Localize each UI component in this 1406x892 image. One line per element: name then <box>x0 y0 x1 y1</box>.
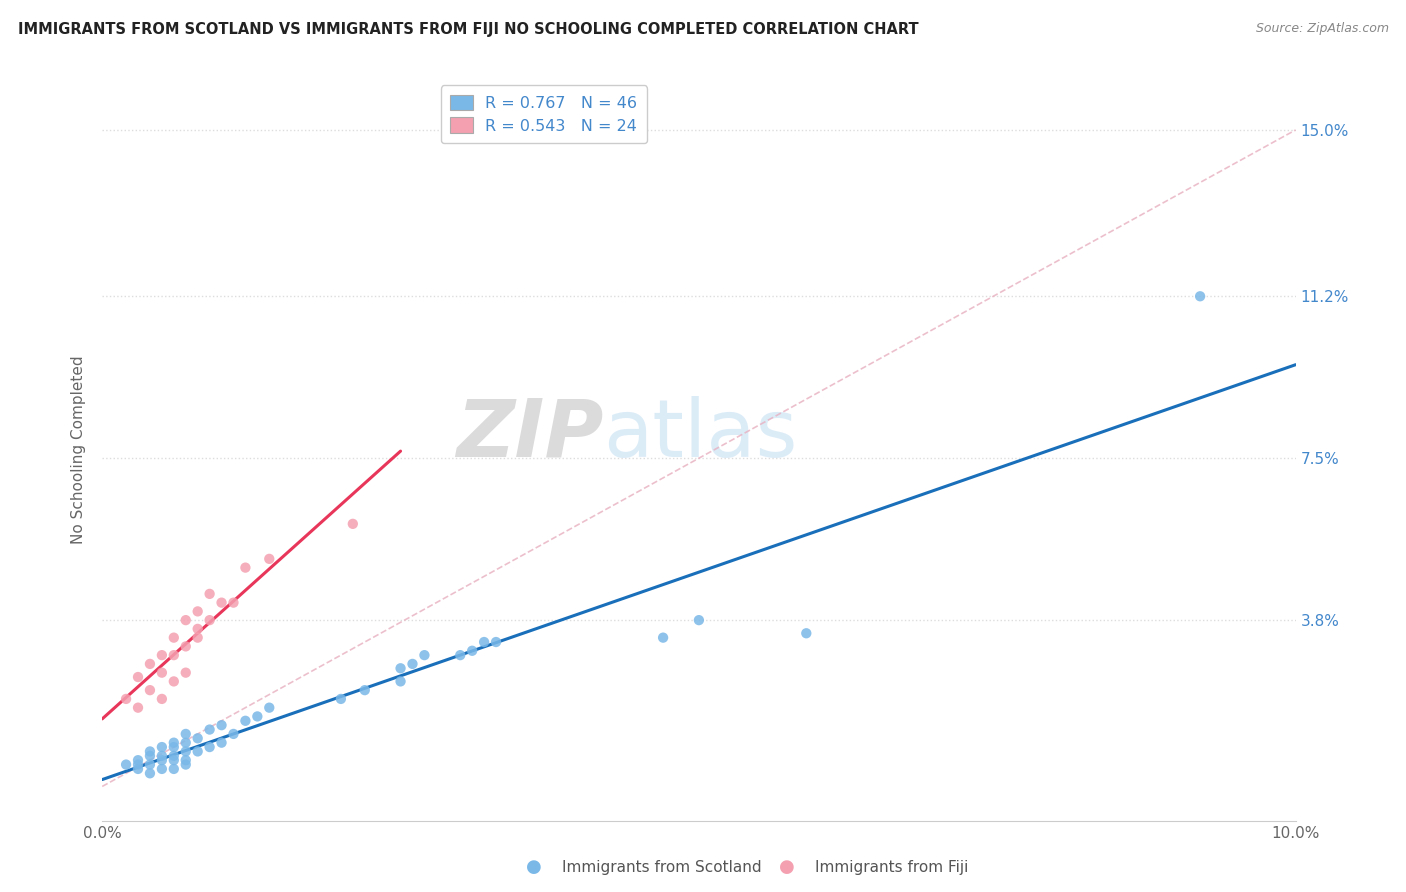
Point <box>174 736 197 750</box>
Point <box>163 762 186 776</box>
Point <box>115 757 138 772</box>
Y-axis label: No Schooling Completed: No Schooling Completed <box>72 355 86 544</box>
Point <box>150 692 173 706</box>
Point <box>163 631 186 645</box>
Text: IMMIGRANTS FROM SCOTLAND VS IMMIGRANTS FROM FIJI NO SCHOOLING COMPLETED CORRELAT: IMMIGRANTS FROM SCOTLAND VS IMMIGRANTS F… <box>18 22 920 37</box>
Point <box>211 596 233 610</box>
Point <box>794 626 817 640</box>
Point <box>150 748 173 763</box>
Point <box>187 744 209 758</box>
Point <box>174 753 197 767</box>
Point <box>163 674 186 689</box>
Text: Source: ZipAtlas.com: Source: ZipAtlas.com <box>1256 22 1389 36</box>
Point <box>198 740 221 755</box>
Point <box>139 744 162 758</box>
Point <box>222 727 245 741</box>
Point <box>472 635 495 649</box>
Point <box>139 757 162 772</box>
Point <box>198 723 221 737</box>
Point <box>329 692 352 706</box>
Point <box>150 665 173 680</box>
Point <box>150 740 173 755</box>
Point <box>198 587 221 601</box>
Point <box>449 648 471 662</box>
Point <box>139 683 162 698</box>
Point <box>127 753 149 767</box>
Point <box>688 613 710 627</box>
Point <box>163 753 186 767</box>
Point <box>163 740 186 755</box>
Point <box>211 736 233 750</box>
Point <box>389 674 412 689</box>
Point <box>139 766 162 780</box>
Point <box>174 613 197 627</box>
Point <box>150 753 173 767</box>
Point <box>1189 289 1212 303</box>
Point <box>174 744 197 758</box>
Point <box>235 714 257 728</box>
Legend: R = 0.767   N = 46, R = 0.543   N = 24: R = 0.767 N = 46, R = 0.543 N = 24 <box>440 86 647 144</box>
Point <box>163 748 186 763</box>
Text: Immigrants from Scotland: Immigrants from Scotland <box>562 861 762 875</box>
Point <box>127 762 149 776</box>
Point <box>413 648 436 662</box>
Text: ZIP: ZIP <box>456 395 603 474</box>
Point <box>127 700 149 714</box>
Point <box>150 762 173 776</box>
Point <box>353 683 375 698</box>
Point <box>150 648 173 662</box>
Point <box>174 665 197 680</box>
Point <box>127 757 149 772</box>
Point <box>259 700 281 714</box>
Point <box>246 709 269 723</box>
Point <box>198 613 221 627</box>
Point <box>222 596 245 610</box>
Point <box>259 552 281 566</box>
Text: atlas: atlas <box>603 395 797 474</box>
Text: Immigrants from Fiji: Immigrants from Fiji <box>815 861 969 875</box>
Point <box>401 657 423 671</box>
Text: ●: ● <box>779 858 796 876</box>
Point <box>139 657 162 671</box>
Point <box>187 604 209 618</box>
Point <box>389 661 412 675</box>
Point <box>127 670 149 684</box>
Point <box>174 727 197 741</box>
Point <box>187 622 209 636</box>
Point <box>115 692 138 706</box>
Point <box>485 635 508 649</box>
Point <box>211 718 233 732</box>
Point <box>461 644 484 658</box>
Point <box>187 631 209 645</box>
Text: ●: ● <box>526 858 543 876</box>
Point <box>163 736 186 750</box>
Point <box>652 631 675 645</box>
Point <box>174 757 197 772</box>
Point <box>187 731 209 746</box>
Point <box>139 748 162 763</box>
Point <box>342 516 364 531</box>
Point <box>174 640 197 654</box>
Point <box>235 560 257 574</box>
Point <box>163 648 186 662</box>
